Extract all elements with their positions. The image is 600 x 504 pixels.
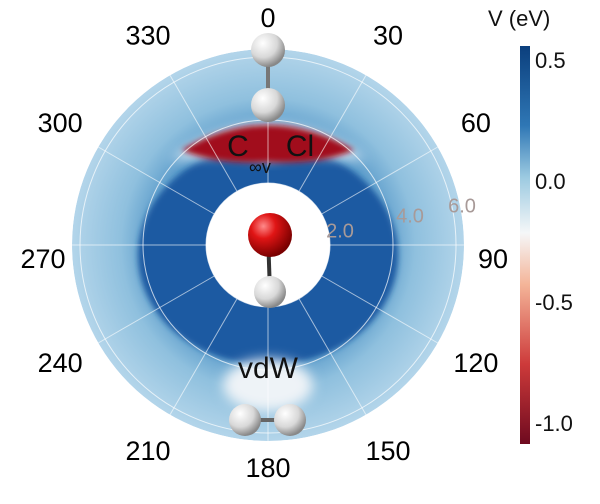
colorbar-tick-label: -0.5: [535, 290, 573, 315]
angular-tick-label: 120: [453, 348, 498, 378]
angular-tick-label: 210: [125, 436, 170, 466]
colorbar-tick-label: 0.5: [535, 48, 566, 73]
annotation-linear-subscript: ∞v: [249, 157, 271, 177]
grid-spoke: [98, 275, 215, 344]
molecule-top: [251, 33, 285, 122]
colorbar-gradient: [520, 46, 530, 444]
grid-spoke: [98, 146, 215, 215]
molecule-center: [248, 213, 292, 308]
angular-tick-label: 0: [260, 3, 275, 33]
grid-spoke: [169, 298, 238, 415]
colorbar-label: V (eV): [488, 6, 550, 31]
radial-tick-label: 4.0: [396, 205, 424, 227]
molecule-bottom: [229, 404, 306, 436]
angular-tick-label: 270: [20, 244, 65, 274]
grid-spoke: [298, 75, 367, 192]
angular-tick-label: 300: [38, 108, 83, 138]
grid-spoke: [298, 298, 367, 415]
angular-tick-label: 30: [373, 20, 403, 50]
angular-tick-label: 330: [125, 20, 170, 50]
radial-tick-labels: 2.0 4.0 6.0: [326, 195, 476, 242]
grid-spoke: [321, 146, 438, 215]
angular-tick-label: 180: [245, 453, 290, 483]
atom-sphere: [254, 276, 286, 308]
grid-spoke: [321, 275, 438, 344]
annotation-vdw: vdW: [238, 352, 299, 385]
atom-sphere-oxygen: [248, 213, 292, 257]
colorbar-tick-label: 0.0: [535, 169, 566, 194]
angular-tick-label: 60: [461, 108, 491, 138]
angular-tick-label: 90: [478, 244, 508, 274]
atom-sphere: [251, 33, 285, 67]
colorbar: V (eV) 0.5 0.0 -0.5 -1.0: [488, 6, 573, 444]
angular-tick-label: 150: [365, 436, 410, 466]
angular-tick-label: 240: [38, 348, 83, 378]
radial-tick-label: 6.0: [448, 195, 476, 217]
atom-sphere: [274, 404, 306, 436]
annotation-linear: C: [227, 130, 249, 163]
radial-tick-label: 2.0: [326, 220, 354, 242]
angular-tick-labels: 0 30 60 90 120 150 180 210 240 270 300 330: [20, 3, 508, 483]
atom-sphere: [229, 404, 261, 436]
atom-sphere: [251, 88, 285, 122]
grid-spoke: [169, 75, 238, 192]
annotation-cl: Cl: [286, 130, 314, 163]
colorbar-tick-label: -1.0: [535, 411, 573, 436]
